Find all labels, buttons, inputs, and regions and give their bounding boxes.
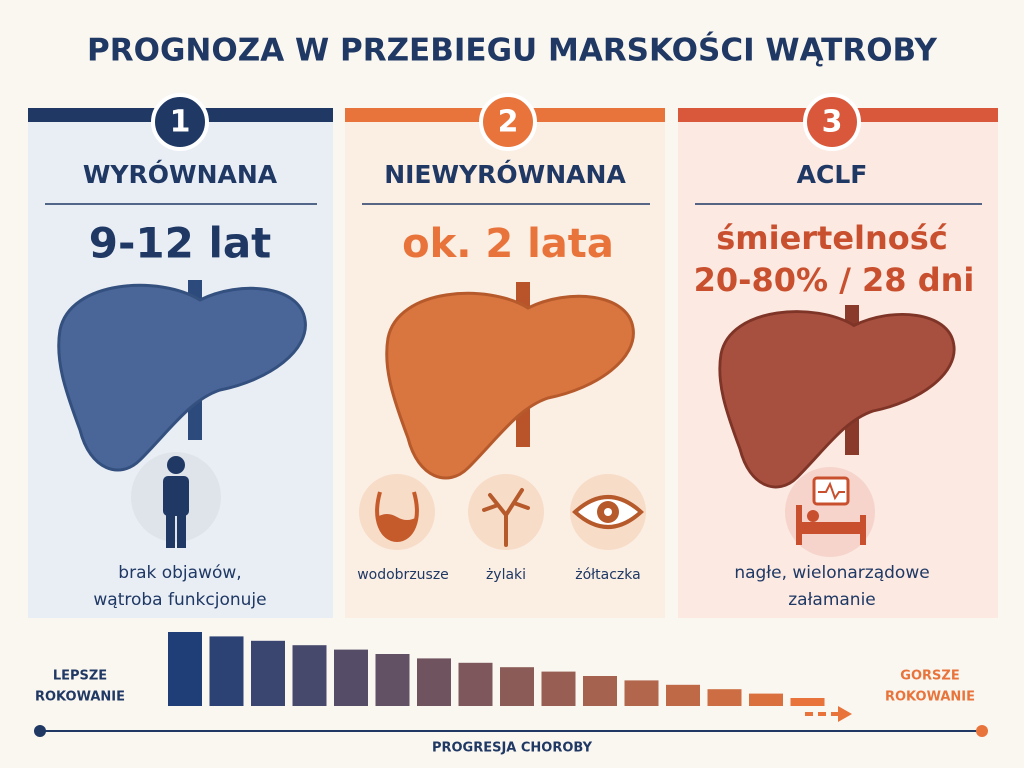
stage-panel: 1 WYRÓWNANA 9-12 lat brak objawów, wątro… [28,93,333,618]
stage-name: WYRÓWNANA [83,159,278,189]
stage-panel: 2 NIEWYRÓWNANA ok. 2 lata wodobrzusze ży… [345,93,665,618]
stage-number: 1 [170,105,191,140]
prognosis: 20-80% / 28 dni [694,261,975,299]
symptom: wodobrzusze [357,567,449,583]
stage-number: 2 [498,105,519,140]
right-label: ROKOWANIE [885,690,975,705]
axis-label: PROGRESJA CHOROBY [432,741,593,756]
progression-bar [168,632,202,706]
progression-bar [624,680,659,706]
left-label: ROKOWANIE [35,690,125,705]
prognosis: 9-12 lat [89,219,272,268]
stage-name: NIEWYRÓWNANA [384,159,626,189]
prognosis: ok. 2 lata [402,221,614,267]
progression-bar [375,654,410,706]
progression-bar [541,671,576,706]
description: nagłe, wielonarządowe [734,563,929,583]
progression-bar [500,667,534,706]
progression-bar [666,684,700,706]
progression-bar [209,636,244,706]
prognosis: śmiertelność [716,219,948,257]
stage-number: 3 [822,105,843,140]
progression-bar [292,645,327,706]
progression-bar [749,693,783,706]
progression-bar [458,662,493,706]
progression-bar [417,658,451,706]
progression-bar [583,676,617,706]
description: załamanie [788,590,876,610]
title: PROGNOZA W PRZEBIEGU MARSKOŚCI WĄTROBY [87,32,937,69]
right-label: GORSZE [900,669,959,684]
stage-name: ACLF [797,160,868,189]
symptom: żylaki [486,567,526,583]
progression-bars [168,632,825,706]
symptom: żółtaczka [575,567,640,583]
progression-bar [707,689,742,706]
progression-bar [251,640,285,706]
stage-panel: 3 ACLF śmiertelność 20-80% / 28 dni nagł… [678,93,998,618]
description: brak objawów, [118,563,241,583]
description: wątroba funkcjonuje [93,590,266,610]
progression-bar [790,698,825,706]
progression-bar [334,649,368,706]
left-label: LEPSZE [53,669,107,684]
